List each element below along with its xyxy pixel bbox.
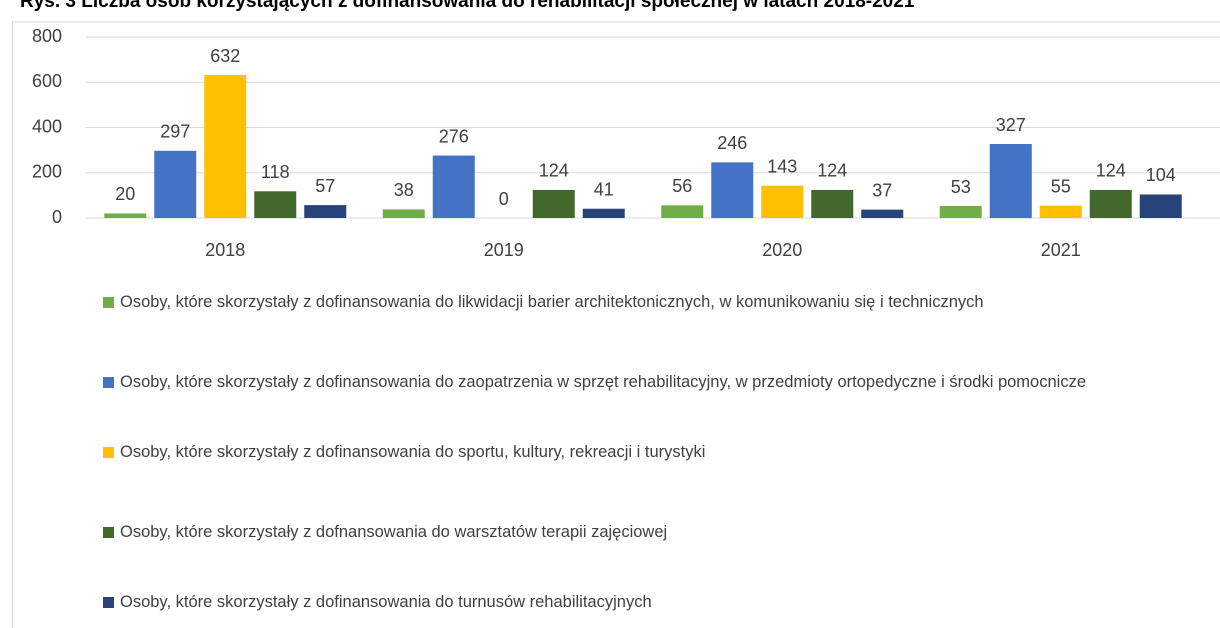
legend-swatch: [103, 377, 114, 388]
legend-label: Osoby, które skorzystały z dofinansowani…: [120, 593, 652, 611]
bar: [711, 162, 754, 218]
legend-label: Osoby, które skorzystały z dofinansowani…: [120, 443, 706, 461]
bar: [254, 191, 297, 218]
bar: [582, 208, 625, 218]
data-label: 38: [394, 180, 414, 200]
legend-label: Osoby, które skorzystały z dofinansowani…: [120, 293, 984, 311]
legend-item: Osoby, które skorzystały z dofinansowani…: [103, 589, 1143, 615]
legend-item: Osoby, które skorzystały z dofnansowania…: [103, 519, 1143, 545]
bar: [104, 213, 147, 218]
data-label: 124: [539, 161, 569, 181]
legend-item: Osoby, które skorzystały z dofinansowani…: [103, 439, 1143, 465]
bar: [382, 209, 425, 218]
legend-swatch: [103, 297, 114, 308]
legend-item: Osoby, które skorzystały z dofinansowani…: [103, 369, 1143, 395]
x-tick-label: 2021: [1041, 240, 1081, 260]
data-label: 0: [499, 189, 509, 209]
bar: [1139, 194, 1182, 218]
data-label: 124: [817, 161, 847, 181]
y-tick-label: 400: [32, 116, 62, 136]
data-label: 297: [160, 122, 190, 142]
data-label: 37: [872, 180, 892, 200]
data-label: 143: [767, 156, 797, 176]
chart-title: Rys. 3 Liczba osób korzystających z dofi…: [20, 0, 915, 12]
bar: [761, 185, 804, 218]
data-label: 632: [210, 46, 240, 66]
bar: [1039, 205, 1082, 218]
bar: [989, 144, 1032, 218]
data-label: 20: [115, 184, 135, 204]
bar: [532, 189, 575, 218]
x-tick-label: 2019: [484, 240, 524, 260]
legend-item: Osoby, które skorzystały z dofinansowani…: [103, 289, 1143, 315]
y-tick-label: 0: [52, 207, 62, 227]
data-label: 246: [717, 133, 747, 153]
data-label: 53: [951, 177, 971, 197]
data-label: 124: [1096, 161, 1126, 181]
bar: [861, 209, 904, 218]
chart-border: [12, 21, 1220, 628]
data-label: 327: [996, 115, 1026, 135]
bar: [154, 150, 197, 218]
bar: [204, 75, 247, 218]
legend-label: Osoby, które skorzystały z dofinansowani…: [120, 373, 1086, 391]
legend-label: Osoby, które skorzystały z dofnansowania…: [120, 523, 668, 541]
bar: [432, 155, 475, 218]
data-label: 55: [1051, 176, 1071, 196]
y-tick-label: 200: [32, 162, 62, 182]
bar: [1089, 189, 1132, 218]
x-tick-label: 2018: [205, 240, 245, 260]
data-label: 41: [594, 179, 614, 199]
legend-swatch: [103, 527, 114, 538]
data-label: 104: [1146, 165, 1176, 185]
data-label: 118: [261, 162, 290, 182]
y-tick-label: 800: [32, 26, 62, 46]
bar: [811, 189, 854, 218]
bar: [939, 206, 982, 218]
data-label: 56: [672, 176, 692, 196]
x-tick-label: 2020: [762, 240, 802, 260]
data-label: 276: [439, 126, 469, 146]
bar: [661, 205, 704, 218]
legend-swatch: [103, 447, 114, 458]
data-label: 57: [315, 176, 335, 196]
legend-swatch: [103, 597, 114, 608]
y-tick-label: 600: [32, 71, 62, 91]
bar: [304, 205, 347, 218]
